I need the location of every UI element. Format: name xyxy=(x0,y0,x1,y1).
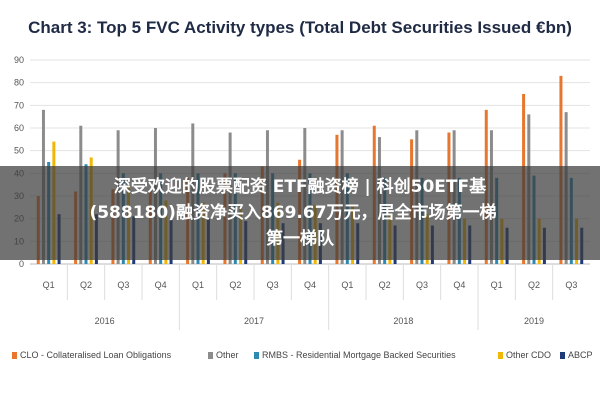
overlay-line-3: 第一梯队 xyxy=(266,229,334,249)
legend-label: ABCP xyxy=(568,350,593,360)
x-year-label: 2016 xyxy=(95,316,115,326)
x-year-label: 2019 xyxy=(524,316,544,326)
y-tick-label: 70 xyxy=(14,100,24,110)
legend-label: Other xyxy=(216,350,239,360)
legend-label: CLO - Collateralised Loan Obligations xyxy=(20,350,172,360)
legend-swatch xyxy=(560,352,565,359)
y-tick-label: 60 xyxy=(14,123,24,133)
y-tick-label: 80 xyxy=(14,78,24,88)
x-tick-label: Q2 xyxy=(528,280,540,290)
x-axis: Q1 Q2 Q3 Q4 Q1 Q2 Q3 Q4 Q1 Q2 Q3 Q4 Q1 Q2 Q3 2016 2017 20… xyxy=(43,264,577,330)
legend-label: RMBS - Residential Mortgage Backed Secur… xyxy=(262,350,456,360)
x-tick-label: Q2 xyxy=(229,280,241,290)
y-tick-label: 0 xyxy=(19,259,24,269)
legend-swatch xyxy=(208,352,213,359)
x-tick-label: Q1 xyxy=(192,280,204,290)
y-tick-label: 50 xyxy=(14,146,24,156)
x-tick-label: Q3 xyxy=(565,280,577,290)
x-tick-label: Q1 xyxy=(491,280,503,290)
overlay-line-2: (588180)融资净买入869.67万元，居全市场第一梯 xyxy=(89,203,497,223)
x-tick-label: Q1 xyxy=(341,280,353,290)
legend-swatch xyxy=(254,352,259,359)
x-tick-label: Q3 xyxy=(117,280,129,290)
x-tick-label: Q4 xyxy=(453,280,465,290)
x-tick-label: Q3 xyxy=(267,280,279,290)
legend-label: Other CDO xyxy=(506,350,551,360)
chart-title: Chart 3: Top 5 FVC Activity types (Total… xyxy=(28,18,572,37)
x-tick-label: Q2 xyxy=(379,280,391,290)
legend: CLO - Collateralised Loan Obligations Oth… xyxy=(12,350,593,360)
news-overlay-banner[interactable]: 深受欢迎的股票配资 ETF融资榜 | 科创50ETF基 (588180)融资净买… xyxy=(0,166,600,260)
y-tick-label: 90 xyxy=(14,55,24,65)
x-tick-label: Q4 xyxy=(304,280,316,290)
legend-swatch xyxy=(12,352,17,359)
x-tick-label: Q3 xyxy=(416,280,428,290)
x-year-label: 2017 xyxy=(244,316,264,326)
legend-swatch xyxy=(498,352,503,359)
overlay-line-1: 深受欢迎的股票配资 ETF融资榜 | 科创50ETF基 xyxy=(113,177,487,197)
x-tick-label: Q4 xyxy=(155,280,167,290)
x-year-label: 2018 xyxy=(393,316,413,326)
x-tick-label: Q1 xyxy=(43,280,55,290)
x-tick-label: Q2 xyxy=(80,280,92,290)
